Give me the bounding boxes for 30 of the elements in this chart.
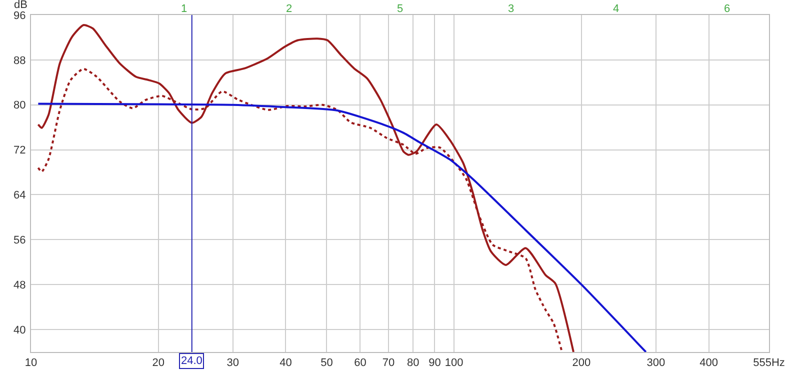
y-tick-label: 56 [14, 234, 26, 247]
y-tick-label: 64 [14, 190, 26, 202]
x-tick-label: 50 [320, 357, 333, 370]
x-tick-label: 400 [700, 357, 718, 370]
annotation: 5 [397, 3, 404, 15]
x-tick-label: 555Hz [753, 357, 785, 370]
x-tick-label: 200 [572, 357, 591, 370]
x-tick-label: 100 [444, 357, 464, 370]
annotation: 1 [181, 3, 188, 15]
y-tick-label: 96 [14, 10, 26, 22]
annotation: 2 [286, 3, 292, 15]
annotation: 6 [724, 3, 730, 15]
x-tick-label: 60 [354, 357, 366, 370]
x-tick-label: 20 [152, 357, 164, 370]
x-tick-label: 300 [646, 357, 666, 370]
y-axis-title: dB [14, 0, 28, 11]
x-tick-label: 40 [280, 357, 292, 370]
x-tick-label: 10 [24, 357, 38, 370]
x-tick-label: 90 [428, 357, 441, 370]
y-tick-label: 40 [14, 324, 26, 336]
x-tick-label: 70 [382, 357, 395, 370]
annotation: 3 [508, 3, 514, 15]
annotation: 4 [613, 3, 620, 15]
y-tick-label: 72 [14, 144, 26, 157]
x-tick-label: 30 [226, 357, 239, 370]
y-tick-label: 80 [14, 100, 26, 112]
x-tick-label: 80 [406, 357, 420, 370]
y-tick-label: 88 [14, 54, 26, 67]
ref-line-label: 24.0 [181, 355, 202, 367]
y-tick-label: 48 [14, 279, 26, 292]
